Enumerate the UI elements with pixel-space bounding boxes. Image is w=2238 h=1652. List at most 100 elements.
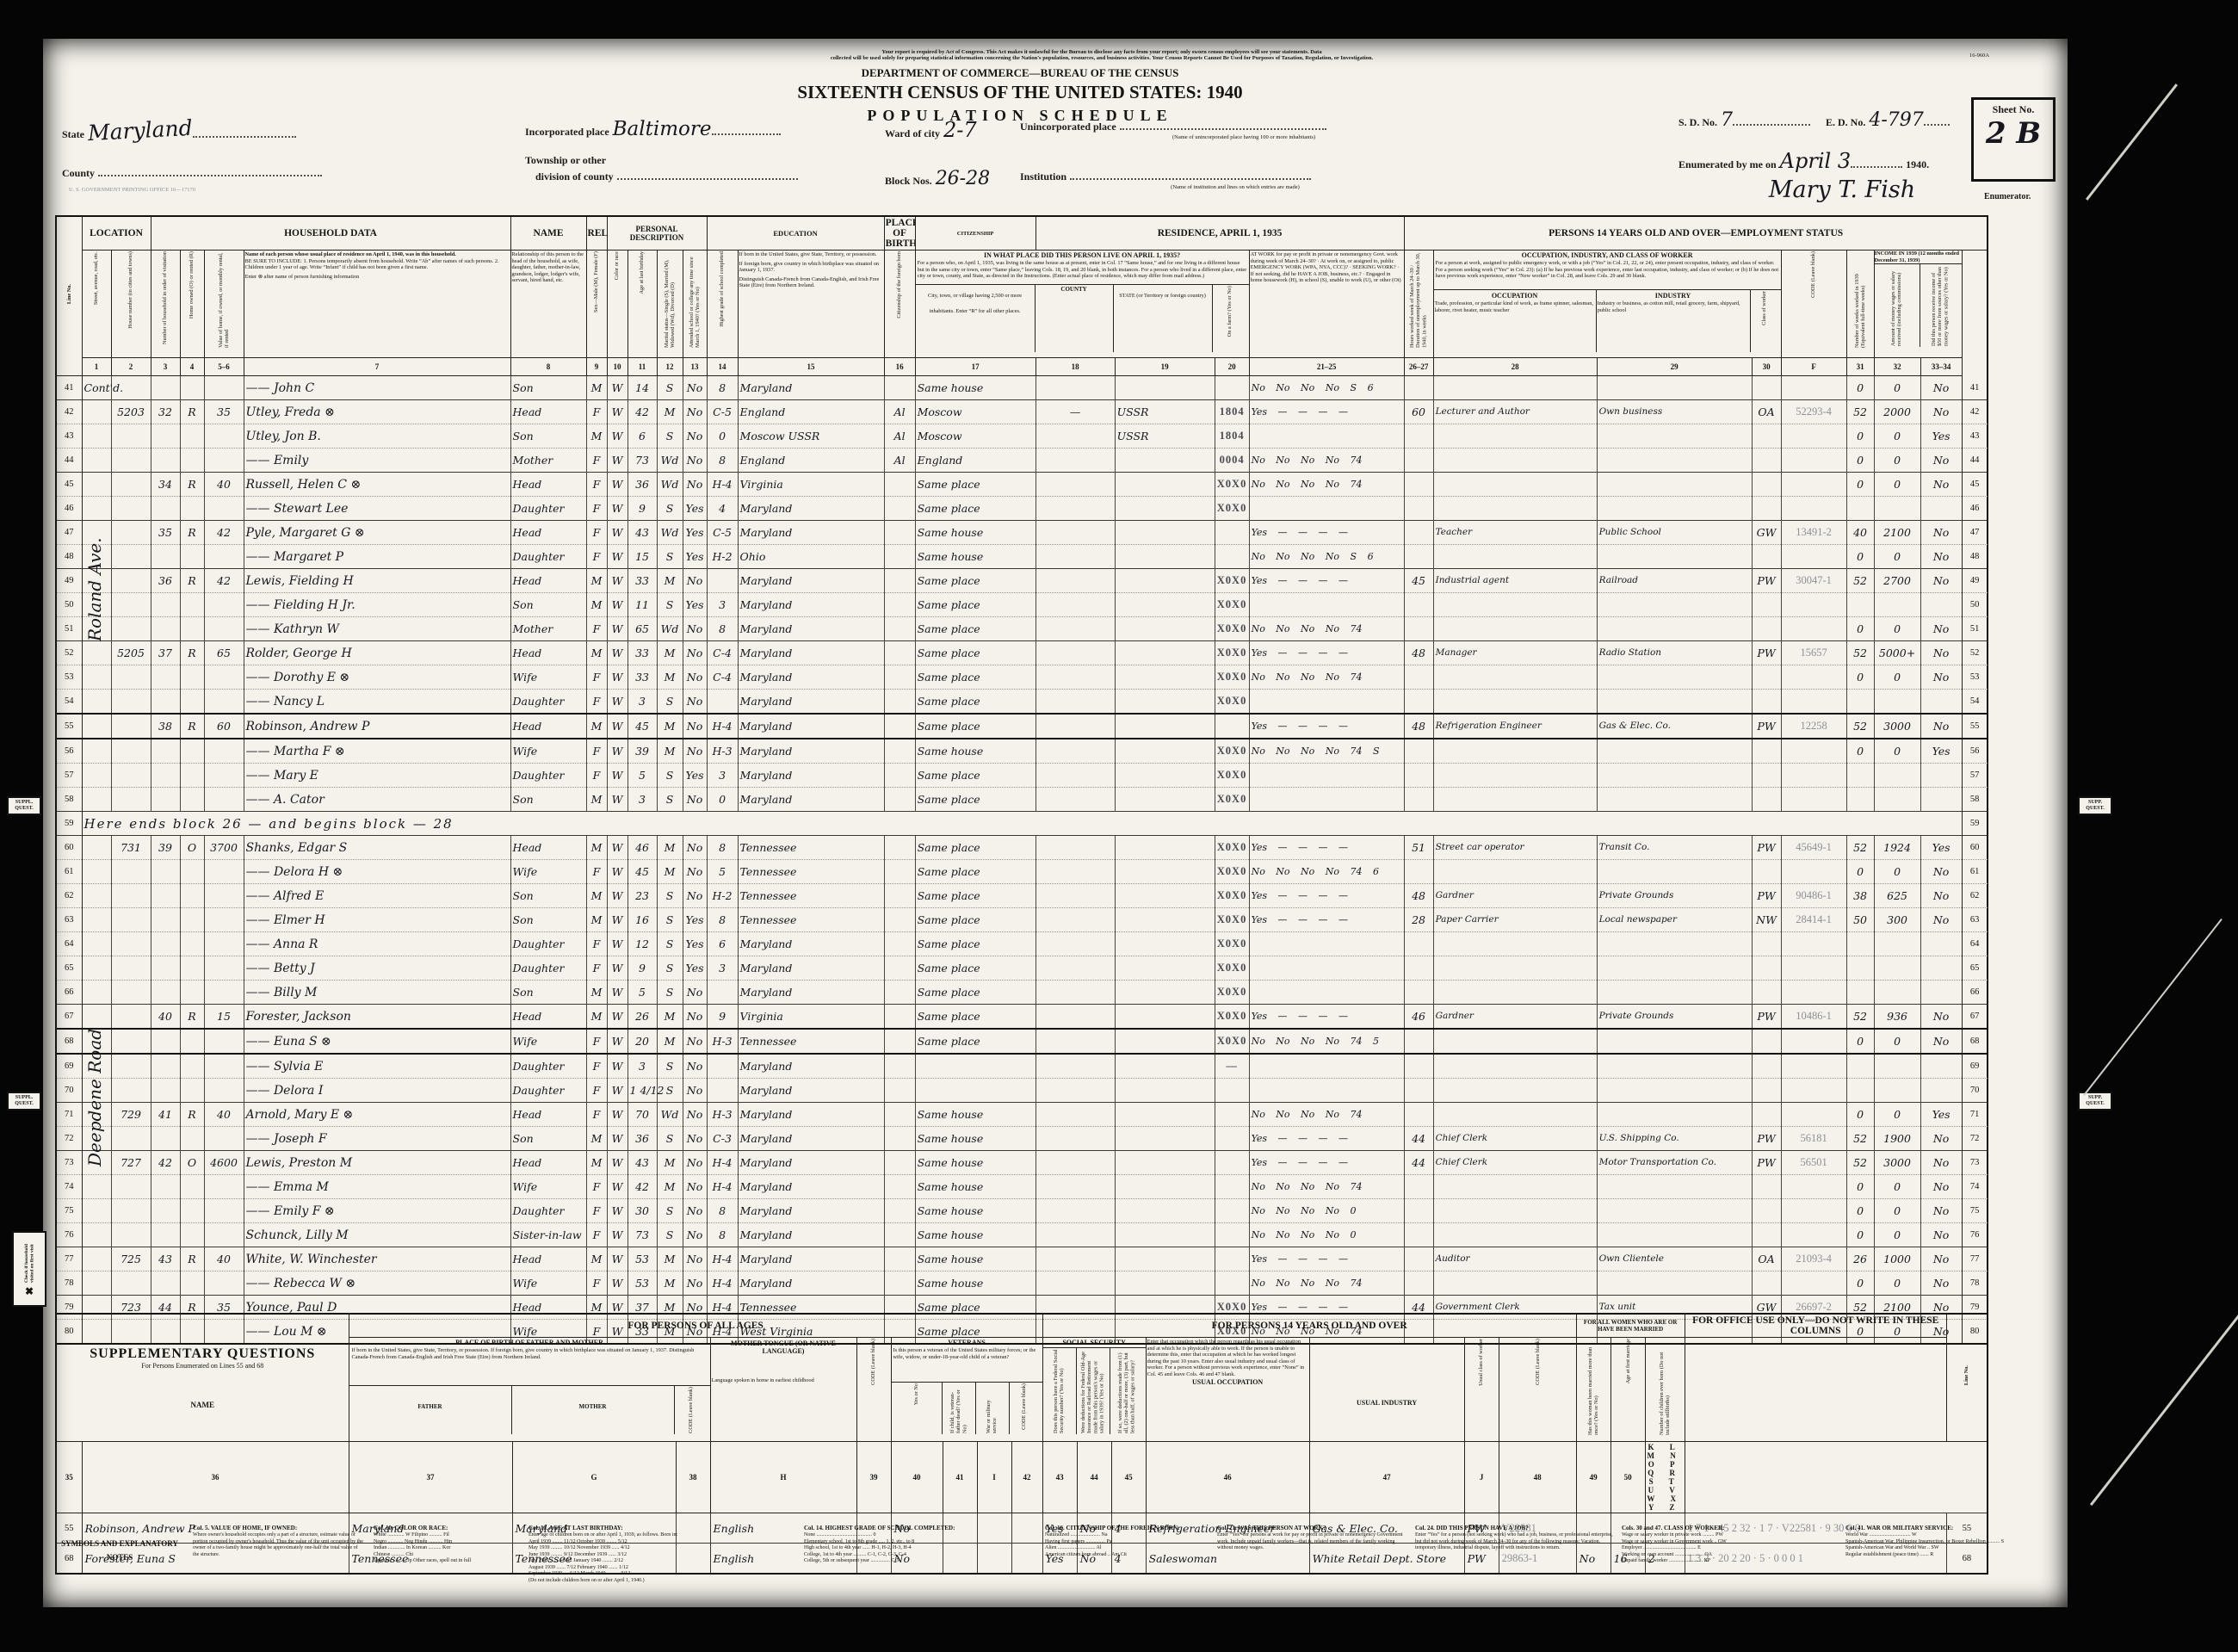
cell-wages-income: 2700 xyxy=(1873,568,1921,593)
cell-birthplace: Tennessee xyxy=(737,907,885,932)
table-row: 54 —— Nancy L Daughter F W 3 S No Maryland Same p… xyxy=(55,689,1988,715)
cell-home-value xyxy=(203,1054,244,1079)
cell-race: W xyxy=(606,1004,628,1030)
supp-column-number: G xyxy=(511,1441,677,1513)
cell-tenure xyxy=(179,1028,204,1055)
cell-marital-status: Wd xyxy=(656,616,683,641)
cell-hours-worked xyxy=(1403,1078,1434,1103)
cell-line-number: 70 xyxy=(55,1078,83,1103)
cell-person-name: White, W. Winchester xyxy=(243,1247,511,1271)
cell-class-of-worker xyxy=(1751,448,1782,473)
cell-attended-school: No xyxy=(682,1198,708,1223)
supp-column-number: 41 xyxy=(942,1441,978,1513)
footer-note-line: College, 5th or subsequent year ........… xyxy=(804,1558,900,1563)
cell-residence-1935-city: Same house xyxy=(914,520,1036,545)
supp-column-number: 48 xyxy=(1498,1441,1577,1513)
cell-residence-1935-state xyxy=(1114,472,1215,497)
cell-age: 42 xyxy=(627,399,658,424)
cell-residence-1935-city: Same place xyxy=(914,568,1036,593)
cell-relation: Son xyxy=(510,592,587,617)
group-employment: PERSONS 14 YEARS OLD AND OVER—EMPLOYMENT… xyxy=(1403,215,1988,251)
cell-residence-1935-state xyxy=(1114,592,1215,617)
cell-house-number xyxy=(110,665,151,690)
cell-home-value xyxy=(203,665,244,690)
cell-other-income xyxy=(1920,496,1963,521)
supp-cell-line-number: 55 xyxy=(1945,1513,1988,1544)
cell-marital-status: M xyxy=(656,859,683,884)
cell-citizenship xyxy=(883,592,916,617)
cell-person-name: Rolder, George H xyxy=(243,640,511,665)
cell-other-income: No xyxy=(1920,1028,1963,1055)
cell-tenure xyxy=(179,665,204,690)
group-name: NAME xyxy=(510,215,587,251)
cell-attended-school: No xyxy=(682,689,708,715)
cell-hours-worked xyxy=(1403,520,1434,545)
cell-line-number: 48 xyxy=(1961,544,1988,569)
cell-weeks-worked xyxy=(1845,931,1875,956)
cell-residence-1935-state xyxy=(1114,1150,1215,1175)
cell-office-stamp: X0X0 xyxy=(1214,980,1250,1005)
cell-office-code xyxy=(1780,496,1847,521)
relation-header: Relationship of this person to the head … xyxy=(510,250,587,358)
supp-detail-header-row: PLACE OF BIRTH OF FATHER AND MOTHER If b… xyxy=(56,1337,1988,1442)
table-row: 46 —— Stewart Lee Daughter F W 9 S Yes 4 Maryland… xyxy=(55,496,1988,521)
cell-birthplace: Maryland xyxy=(737,592,885,617)
table-row: 43 Utley, Jon B. Son M W 6 S No 0 Moscow USSR Al Mo… xyxy=(55,424,1988,449)
cell-household-number xyxy=(150,424,180,449)
cell-office-code xyxy=(1780,1078,1847,1103)
cell-house-number xyxy=(110,424,151,449)
supp-w48-header: Has this woman been married more than on… xyxy=(1575,1337,1611,1442)
cell-citizenship xyxy=(883,713,916,739)
cell-marital-status: S xyxy=(656,931,683,956)
cell-citizenship xyxy=(883,1150,916,1175)
cell-street xyxy=(81,713,111,739)
cell-birthplace: Tennessee xyxy=(737,835,885,860)
footer-note-block: SYMBOLS AND EXPLANATORY NOTES xyxy=(55,1525,184,1584)
cell-weeks-worked: 40 xyxy=(1845,520,1875,545)
cell-residence-1935-county xyxy=(1035,1247,1116,1271)
cell-street xyxy=(81,592,111,617)
cell-office-stamp: X0X0 xyxy=(1214,883,1250,908)
cell-sex: F xyxy=(585,399,608,424)
cell-citizenship xyxy=(883,496,916,521)
cell-home-value: 60 xyxy=(203,713,244,739)
cell-sex: F xyxy=(585,616,608,641)
cell-citizenship xyxy=(883,1028,916,1055)
cell-residence-1935-city: Same place xyxy=(914,665,1036,690)
cell-residence-1935-state xyxy=(1114,448,1215,473)
footer-note-line: Wage or salary worker in Government work… xyxy=(1622,1538,1727,1544)
cell-line-number: 64 xyxy=(1961,931,1988,956)
cell-employment-flags xyxy=(1248,931,1405,956)
cell-office-code xyxy=(1780,1054,1847,1079)
household-header: Number of household in order of visitati… xyxy=(150,250,181,358)
cell-race: W xyxy=(606,739,628,764)
cell-grade: 0 xyxy=(706,424,739,449)
cell-residence-1935-city: Same house xyxy=(914,1126,1036,1151)
cell-relation: Head xyxy=(510,1150,587,1175)
cell-office-stamp: X0X0 xyxy=(1214,763,1250,788)
cell-other-income: No xyxy=(1920,448,1963,473)
cell-race: W xyxy=(606,1078,628,1103)
cell-grade: H-4 xyxy=(706,713,739,739)
supp-column-number: 36 xyxy=(81,1441,349,1513)
cell-grade: 9 xyxy=(706,1004,739,1030)
enumerated-field: Enumerated by me on April 3 1940. xyxy=(1678,149,1930,173)
supp-column-number: 44 xyxy=(1076,1441,1112,1513)
table-row: 57 —— Mary E Daughter F W 5 S Yes 3 Maryland Same … xyxy=(55,763,1988,788)
cell-class-of-worker xyxy=(1751,739,1782,764)
cell-sex: F xyxy=(585,1222,608,1247)
cell-hours-worked xyxy=(1403,1174,1434,1199)
footer-note-block: Col. 24. DID THIS PERSON HAVE A JOB? Ente… xyxy=(1415,1525,1613,1584)
footer-note-line: Spanish-American War, Philippine Insurre… xyxy=(1845,1538,2005,1544)
cell-household-number xyxy=(150,1028,180,1055)
cell-citizenship xyxy=(883,1198,916,1223)
cell-residence-1935-city: Same house xyxy=(914,1198,1036,1223)
cell-industry: Private Grounds xyxy=(1596,1004,1753,1030)
cell-home-value: 40 xyxy=(203,1102,244,1127)
table-row: 52 5205 37 R 65 Rolder, George H Head M W 33 M No C-… xyxy=(55,640,1988,665)
cell-line-number: 56 xyxy=(1961,739,1988,764)
cell-office-stamp: X0X0 xyxy=(1214,472,1250,497)
cell-line-number: 62 xyxy=(55,883,83,908)
cell-hours-worked: 48 xyxy=(1403,640,1434,665)
column-number: 9 xyxy=(585,357,608,376)
